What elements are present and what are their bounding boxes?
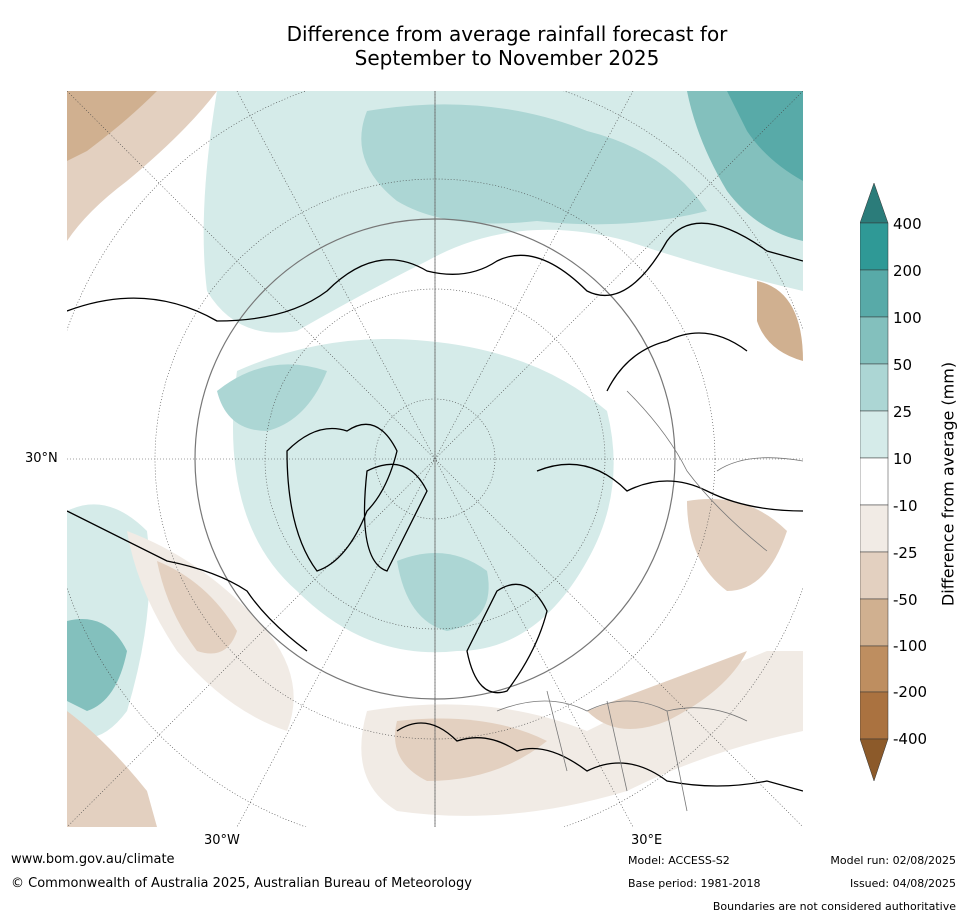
colorbar-tick: 25 <box>893 403 913 421</box>
colorbar-segment <box>859 222 889 271</box>
colorbar-segment <box>859 551 889 600</box>
anomaly-region <box>395 718 547 781</box>
anomaly-region <box>67 91 157 161</box>
colorbar-title: Difference from average (mm) <box>938 361 958 607</box>
colorbar-segment <box>859 316 889 365</box>
anomaly-region <box>361 104 707 225</box>
colorbar-tick: -100 <box>893 637 928 655</box>
colorbar-tick: 50 <box>893 356 913 374</box>
title-line-2: September to November 2025 <box>354 46 660 70</box>
colorbar-segment <box>859 645 889 693</box>
colorbar-under-triangle <box>859 738 889 782</box>
colorbar <box>859 182 965 783</box>
colorbar-segment <box>859 457 889 506</box>
lat-label-30n: 30°N <box>25 451 58 466</box>
colorbar-segment <box>859 269 889 318</box>
colorbar-segment <box>859 363 889 412</box>
lon-label-30w: 30°W <box>204 833 240 848</box>
colorbar-tick: 10 <box>893 450 913 468</box>
anomaly-region <box>587 651 747 729</box>
colorbar-tick: -10 <box>893 497 918 515</box>
anomaly-region <box>397 553 489 631</box>
colorbar-tick: 200 <box>893 262 922 280</box>
anomaly-region <box>757 281 803 361</box>
anomaly-region <box>67 619 127 711</box>
colorbar-over-triangle <box>859 182 889 224</box>
title-line-1: Difference from average rainfall forecas… <box>286 22 728 46</box>
chart-title: Difference from average rainfall forecas… <box>0 22 965 70</box>
copyright-text: © Commonwealth of Australia 2025, Austra… <box>11 876 472 891</box>
model-text: Model: ACCESS-S2 <box>628 854 730 867</box>
colorbar-tick: 100 <box>893 309 922 327</box>
disclaimer-text: Boundaries are not considered authoritat… <box>712 900 956 913</box>
polar-map[interactable] <box>67 91 803 827</box>
anomaly-region <box>687 499 787 591</box>
issued-text: Issued: 04/08/2025 <box>849 877 956 890</box>
model-run-text: Model run: 02/08/2025 <box>830 854 956 867</box>
colorbar-tick: 400 <box>893 215 922 233</box>
anomaly-region <box>67 711 157 827</box>
colorbar-segment <box>859 410 889 459</box>
anomaly-region <box>727 91 803 181</box>
base-period-text: Base period: 1981-2018 <box>628 877 761 890</box>
colorbar-segment <box>859 691 889 740</box>
anomaly-region <box>157 561 237 654</box>
anomaly-region <box>233 339 614 653</box>
colorbar-tick: -400 <box>893 730 928 748</box>
colorbar-segment <box>859 598 889 647</box>
anomaly-region <box>217 364 327 431</box>
lon-label-30e: 30°E <box>631 833 663 848</box>
colorbar-tick: -25 <box>893 544 918 562</box>
website-link[interactable]: www.bom.gov.au/climate <box>11 852 175 867</box>
colorbar-tick: -50 <box>893 591 918 609</box>
colorbar-segment <box>859 504 889 553</box>
colorbar-tick: -200 <box>893 683 928 701</box>
